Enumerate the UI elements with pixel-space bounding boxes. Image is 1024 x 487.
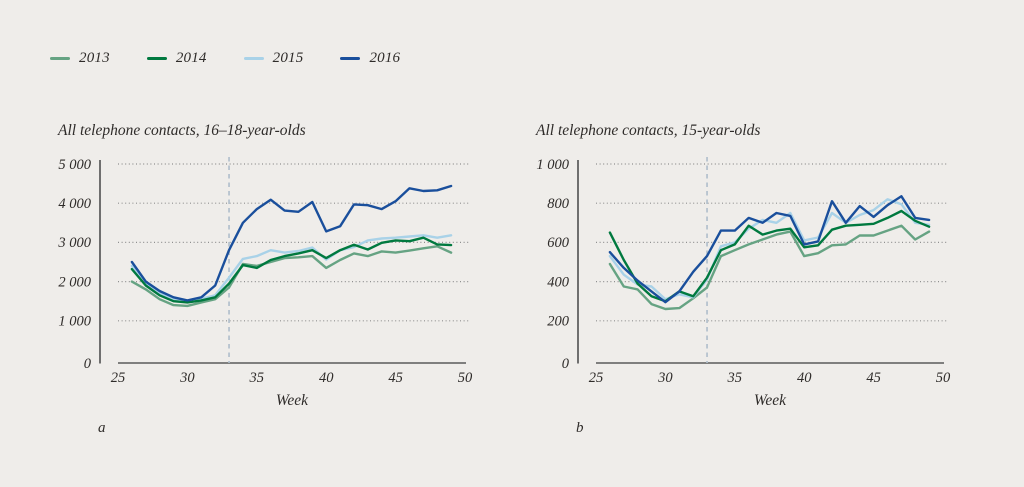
y-tick-label: 200 xyxy=(547,314,570,330)
series-line-2014 xyxy=(130,236,453,304)
y-tick-label: 0 xyxy=(562,356,570,372)
x-tick-label: 45 xyxy=(866,370,881,386)
x-tick-label: 25 xyxy=(111,370,126,386)
legend-line-swatch-2015 xyxy=(243,56,264,61)
legend-label: 2013 xyxy=(79,50,110,66)
y-tick-label: 1 000 xyxy=(58,314,91,330)
chart-legend: 2013 2014 2015 2016 xyxy=(50,50,400,67)
legend-item-2014: 2014 xyxy=(146,50,207,67)
y-tick-label: 0 xyxy=(84,356,92,372)
x-tick-label: 30 xyxy=(657,370,673,386)
x-tick-label: 25 xyxy=(589,370,604,386)
x-tick-label: 45 xyxy=(388,370,403,386)
x-tick-label: 50 xyxy=(458,370,473,386)
y-tick-label: 1 000 xyxy=(536,157,569,173)
line-chart-15: 1 000 800 600 400 200 0 25 30 35 40 45 50 Week xyxy=(536,157,951,409)
x-tick-label: 40 xyxy=(797,370,812,386)
y-tick-label: 400 xyxy=(547,274,570,290)
chart-panel-b: All telephone contacts, 15-year-olds 1 0… xyxy=(518,120,988,460)
y-tick-label: 800 xyxy=(547,196,570,212)
x-tick-label: 50 xyxy=(936,370,951,386)
y-tick-label: 2 000 xyxy=(58,274,91,290)
series-line-2014 xyxy=(608,209,931,303)
panel-letter: b xyxy=(576,420,584,436)
legend-line-swatch-2013 xyxy=(50,56,70,61)
legend-item-2015: 2015 xyxy=(243,50,304,67)
legend-label: 2016 xyxy=(369,50,401,66)
series-line-2015 xyxy=(608,198,931,301)
y-tick-label: 3 000 xyxy=(57,235,91,251)
y-tick-label: 600 xyxy=(547,235,570,251)
series-line-2015 xyxy=(130,234,453,303)
series-line-2013 xyxy=(608,224,931,311)
series-line-2013 xyxy=(130,245,453,308)
panel-letter: a xyxy=(98,420,106,436)
legend-label: 2014 xyxy=(175,50,207,66)
x-tick-label: 35 xyxy=(249,370,264,386)
y-tick-label: 5 000 xyxy=(58,157,91,173)
legend-item-2016: 2016 xyxy=(340,50,400,67)
line-chart-16-18: 5 000 4 000 3 000 2 000 1 000 0 25 30 35 40 45 50 We… xyxy=(57,157,473,409)
series-line-2016 xyxy=(608,195,931,304)
legend-item-2013: 2013 xyxy=(50,50,110,67)
chart-panel-a: All telephone contacts, 16–18-year-olds … xyxy=(40,120,510,460)
legend-label: 2015 xyxy=(272,50,304,66)
y-tick-label: 4 000 xyxy=(58,196,91,212)
legend-line-swatch-2016 xyxy=(340,56,361,61)
x-tick-label: 30 xyxy=(179,370,195,386)
x-tick-label: 35 xyxy=(727,370,743,386)
legend-line-swatch-2014 xyxy=(146,56,167,61)
x-axis-label: Week xyxy=(276,392,309,409)
chart-title: All telephone contacts, 15-year-olds xyxy=(536,122,761,139)
series-line-2016 xyxy=(130,184,453,302)
x-axis-label: Week xyxy=(754,392,787,409)
chart-title: All telephone contacts, 16–18-year-olds xyxy=(58,122,306,139)
x-tick-label: 40 xyxy=(319,370,334,386)
